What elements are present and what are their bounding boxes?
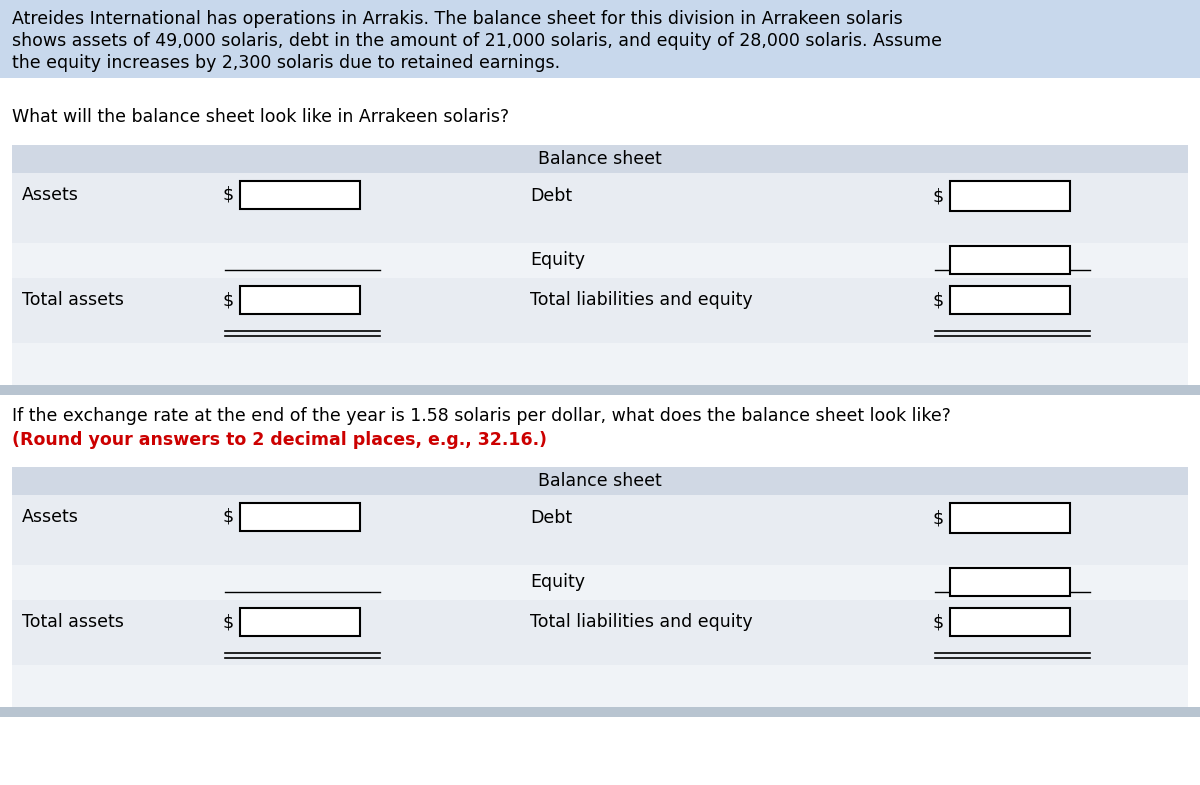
Text: shows assets of 49,000 solaris, debt in the amount of 21,000 solaris, and equity: shows assets of 49,000 solaris, debt in … — [12, 32, 942, 50]
Bar — [240, 181, 360, 209]
Bar — [12, 278, 1188, 343]
Bar — [12, 243, 1188, 278]
Text: What will the balance sheet look like in Arrakeen solaris?: What will the balance sheet look like in… — [12, 108, 509, 126]
Text: Balance sheet: Balance sheet — [538, 150, 662, 168]
Bar — [12, 665, 1188, 707]
Bar — [12, 467, 1188, 495]
Bar — [950, 568, 1070, 596]
Text: $: $ — [932, 509, 944, 527]
Bar — [12, 565, 1188, 600]
Bar — [240, 503, 360, 531]
Text: Debt: Debt — [530, 187, 572, 205]
Text: Total liabilities and equity: Total liabilities and equity — [530, 613, 752, 631]
Text: $: $ — [932, 291, 944, 309]
Text: $: $ — [223, 291, 234, 309]
Text: $: $ — [223, 186, 234, 204]
Bar — [0, 385, 1200, 395]
Bar — [240, 286, 360, 314]
Text: Assets: Assets — [22, 508, 79, 526]
Text: $: $ — [932, 187, 944, 205]
Bar — [0, 0, 1200, 78]
Text: Atreides International has operations in Arrakis. The balance sheet for this div: Atreides International has operations in… — [12, 10, 902, 28]
Bar — [0, 707, 1200, 717]
Bar — [950, 608, 1070, 636]
Text: $: $ — [223, 613, 234, 631]
Text: Debt: Debt — [530, 509, 572, 527]
Bar — [950, 286, 1070, 314]
Text: Equity: Equity — [530, 251, 586, 269]
Bar — [240, 608, 360, 636]
Text: If the exchange rate at the end of the year is 1.58 solaris per dollar, what doe: If the exchange rate at the end of the y… — [12, 407, 950, 425]
Bar — [12, 173, 1188, 243]
Bar — [950, 246, 1070, 274]
Text: the equity increases by 2,300 solaris due to retained earnings.: the equity increases by 2,300 solaris du… — [12, 54, 560, 72]
Text: Equity: Equity — [530, 573, 586, 591]
Text: Assets: Assets — [22, 186, 79, 204]
Bar — [12, 145, 1188, 173]
Bar — [12, 495, 1188, 565]
Bar — [950, 503, 1070, 533]
Bar — [950, 181, 1070, 211]
Text: Total assets: Total assets — [22, 291, 124, 309]
Text: Balance sheet: Balance sheet — [538, 472, 662, 490]
Text: Total assets: Total assets — [22, 613, 124, 631]
Text: (Round your answers to 2 decimal places, e.g., 32.16.): (Round your answers to 2 decimal places,… — [12, 431, 547, 449]
Text: $: $ — [223, 508, 234, 526]
Bar — [12, 600, 1188, 665]
Text: Total liabilities and equity: Total liabilities and equity — [530, 291, 752, 309]
Bar — [12, 343, 1188, 385]
Text: $: $ — [932, 613, 944, 631]
